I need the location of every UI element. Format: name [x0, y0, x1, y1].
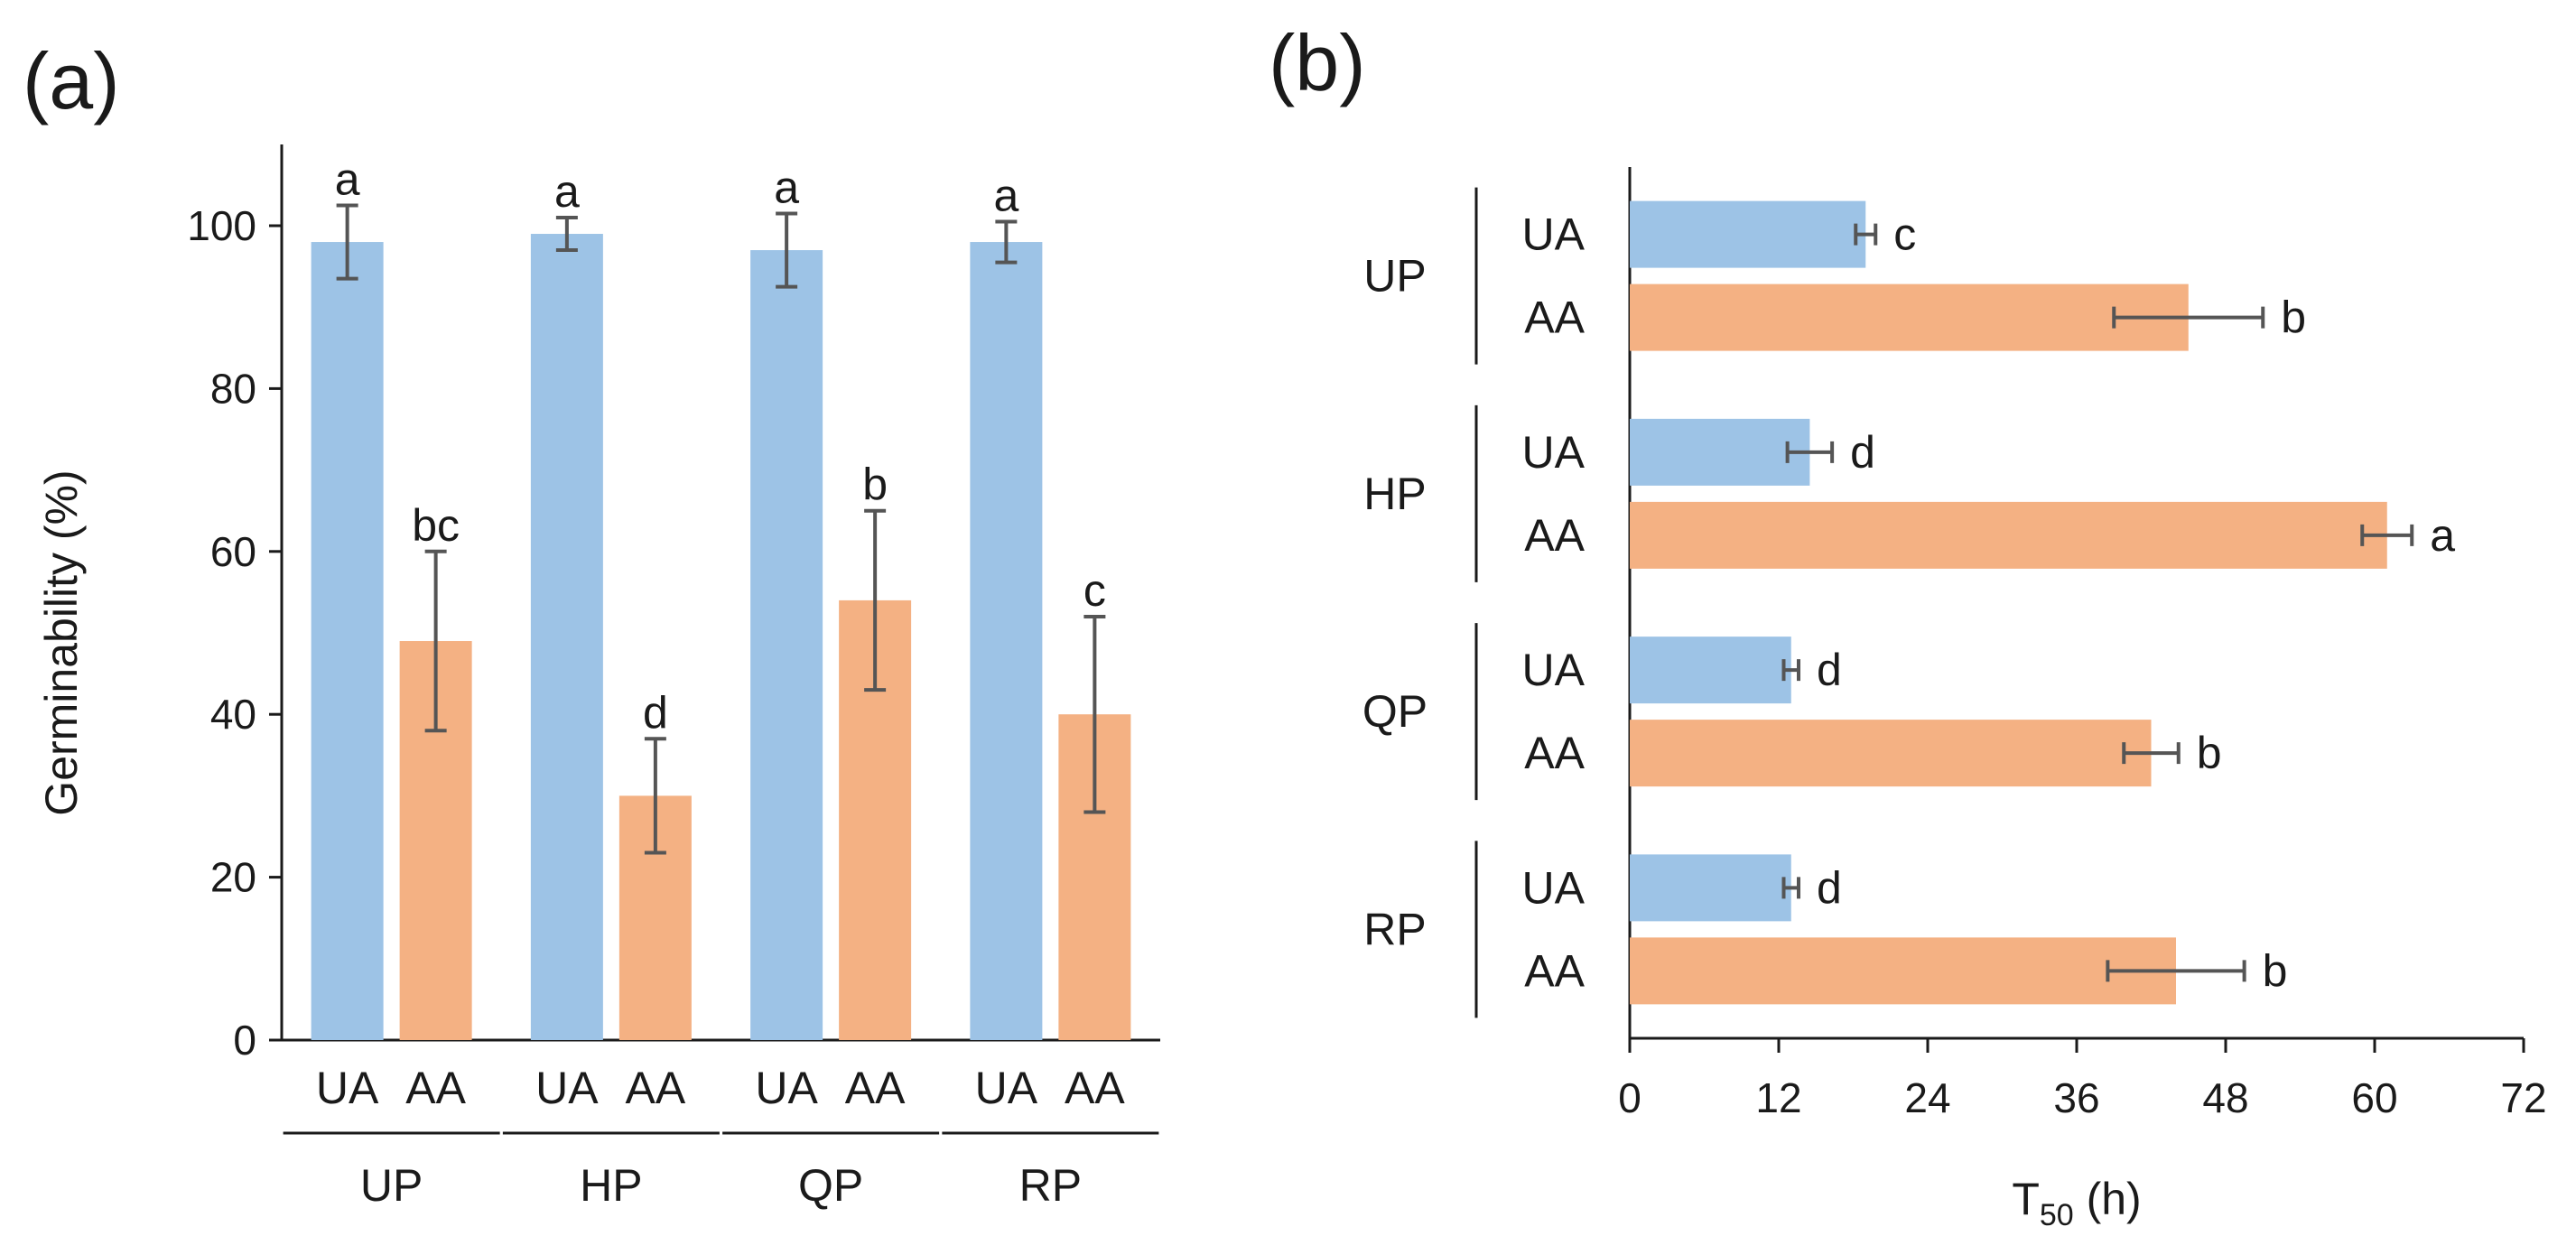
- y-sub-category-label: UA: [1522, 862, 1586, 913]
- x-group-label: HP: [580, 1160, 642, 1211]
- x-tick-label: 60: [2351, 1074, 2397, 1121]
- bar-ua-rp: [1630, 854, 1791, 922]
- y-sub-category-label: UA: [1522, 645, 1586, 695]
- bar-aa-up: [1630, 283, 2189, 351]
- y-tick-label: 80: [210, 365, 256, 412]
- bar-ua-qp: [1630, 637, 1791, 704]
- significance-letter: d: [1850, 427, 1875, 478]
- significance-letter: a: [774, 162, 799, 212]
- bar-series-group: c b d a d b d b: [1630, 200, 2455, 1005]
- y-tick-label: 100: [187, 202, 256, 249]
- x-tick-label: 72: [2500, 1074, 2546, 1121]
- significance-letter: b: [862, 460, 888, 510]
- y-tick-label: 20: [210, 854, 256, 901]
- significance-letter: c: [1893, 209, 1916, 260]
- x-tick-label: 0: [1618, 1074, 1641, 1121]
- bar-ua-hp: [1630, 418, 1810, 486]
- significance-letter: d: [643, 687, 668, 738]
- bar-aa-qp: [1630, 720, 2152, 787]
- x-axis-title: T50 (h): [2012, 1174, 2141, 1232]
- y-sub-category-label: UA: [1522, 427, 1586, 478]
- significance-letter: c: [1083, 565, 1106, 616]
- x-group-label: QP: [798, 1160, 863, 1211]
- bar-ua-hp: [530, 234, 603, 1040]
- y-sub-category-label: AA: [1524, 510, 1585, 561]
- x-sub-category-label: AA: [1065, 1063, 1125, 1113]
- x-group-label: RP: [1019, 1160, 1082, 1211]
- significance-letter: d: [1817, 862, 1842, 913]
- x-sub-category-label: AA: [626, 1063, 686, 1113]
- y-group-label: UP: [1363, 251, 1426, 302]
- y-sub-category-label: UA: [1522, 209, 1586, 260]
- significance-letter: b: [2263, 945, 2288, 996]
- y-axis-title: Germinability (%): [36, 469, 87, 815]
- panel-b-label: (b): [1269, 18, 1366, 107]
- y-sub-category-label: AA: [1524, 728, 1585, 778]
- panel-a-label: (a): [23, 36, 120, 125]
- y-axis: 0 20 40 60 80 100: [187, 144, 1160, 1064]
- x-group-label: UP: [360, 1160, 423, 1211]
- y-group-label: RP: [1363, 904, 1426, 954]
- bar-series-group: a bc a d a b a c: [311, 153, 1131, 1040]
- bar-ua-up: [311, 242, 384, 1040]
- x-tick-label: 48: [2202, 1074, 2248, 1121]
- x-sub-category-label: UA: [975, 1063, 1038, 1113]
- x-tick-label: 24: [1904, 1074, 1950, 1121]
- y-tick-label: 60: [210, 528, 256, 575]
- significance-letter: a: [2430, 510, 2455, 561]
- x-sub-category-label: AA: [405, 1063, 466, 1113]
- x-sub-category-label: UA: [755, 1063, 818, 1113]
- x-sub-category-label: UA: [535, 1063, 599, 1113]
- bar-ua-rp: [970, 242, 1043, 1040]
- y-sub-category-label: AA: [1524, 293, 1585, 343]
- significance-letter: bc: [412, 500, 460, 551]
- y-axis-labels: UA AA UP UA AA HP UA AA QP UA AA RP: [1362, 187, 1586, 1018]
- x-tick-label: 12: [1755, 1074, 1801, 1121]
- y-sub-category-label: AA: [1524, 945, 1585, 996]
- significance-letter: a: [335, 153, 360, 204]
- significance-letter: b: [2281, 293, 2306, 343]
- bar-ua-up: [1630, 200, 1866, 268]
- significance-letter: b: [2197, 728, 2222, 778]
- y-group-label: QP: [1362, 686, 1427, 737]
- y-tick-label: 40: [210, 691, 256, 738]
- x-sub-category-label: UA: [316, 1063, 379, 1113]
- y-group-label: HP: [1363, 469, 1426, 519]
- x-axis-labels: UA AA UP UA AA HP UA AA QP UA AA RP: [283, 1063, 1159, 1211]
- bar-aa-hp: [1630, 501, 2387, 569]
- bar-aa-rp: [1630, 937, 2176, 1005]
- y-tick-label: 0: [233, 1017, 256, 1064]
- significance-letter: a: [993, 170, 1018, 220]
- significance-letter: d: [1817, 645, 1842, 695]
- significance-letter: a: [554, 166, 580, 217]
- x-tick-label: 36: [2053, 1074, 2099, 1121]
- x-sub-category-label: AA: [845, 1063, 906, 1113]
- bar-ua-qp: [750, 250, 823, 1040]
